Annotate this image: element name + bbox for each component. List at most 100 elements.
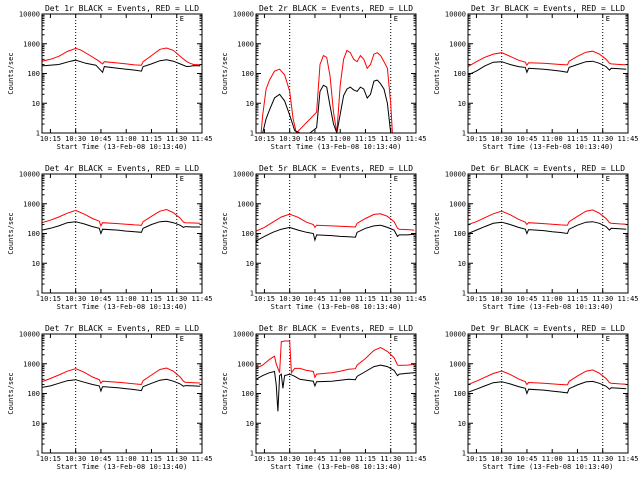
x-tick-label: 11:15	[141, 455, 162, 463]
panel-det-8r: Det 8r BLACK = Events, RED = LLD E 10:15 10…	[221, 324, 427, 471]
y-tick-label: 10000	[445, 11, 466, 19]
x-tick-label: 11:00	[330, 135, 351, 143]
marker-label: E	[606, 15, 610, 23]
y-tick-label: 10	[32, 420, 40, 428]
panel-title: Det 1r BLACK = Events, RED = LLD	[45, 4, 199, 13]
plot-frame	[468, 174, 628, 293]
y-tick-label: 1000	[23, 360, 40, 368]
x-tick-label: 10:15	[466, 455, 487, 463]
y-tick-label: 10	[246, 260, 254, 268]
panel-det-1r: Det 1r BLACK = Events, RED = LLD E 10:15 10…	[7, 4, 213, 151]
plot-frame	[256, 14, 416, 133]
x-tick-label: 10:30	[279, 455, 300, 463]
detector-lightcurve-grid: Det 1r BLACK = Events, RED = LLD E 10:15 10…	[0, 0, 640, 480]
panel-det-3r: Det 3r BLACK = Events, RED = LLD E 10:15 10…	[433, 4, 639, 151]
y-tick-label: 10000	[445, 331, 466, 339]
y-tick-label: 100	[27, 390, 40, 398]
plot-frame	[42, 334, 202, 453]
panel-title: Det 7r BLACK = Events, RED = LLD	[45, 324, 199, 333]
y-tick-label: 100	[241, 230, 254, 238]
x-axis-label: Start Time (13-Feb-08 10:13:40)	[483, 143, 614, 151]
y-tick-label: 10000	[445, 171, 466, 179]
plot-frame	[42, 174, 202, 293]
panel-title: Det 5r BLACK = Events, RED = LLD	[259, 164, 413, 173]
panel-title: Det 8r BLACK = Events, RED = LLD	[259, 324, 413, 333]
y-tick-label: 1000	[23, 40, 40, 48]
x-tick-label: 11:30	[592, 295, 613, 303]
y-tick-label: 100	[453, 230, 466, 238]
panel-det-2r: Det 2r BLACK = Events, RED = LLDE10:15 10…	[221, 4, 427, 151]
x-tick-label: 11:00	[542, 455, 563, 463]
y-tick-label: 1	[36, 450, 40, 458]
y-tick-label: 1000	[23, 200, 40, 208]
x-tick-label: 10:30	[65, 295, 86, 303]
x-tick-label: 11:15	[567, 455, 588, 463]
x-axis-label: Start Time (13-Feb-08 10:13:40)	[271, 463, 402, 471]
x-tick-label: 11:45	[617, 135, 638, 143]
x-tick-label: 11:45	[405, 135, 426, 143]
x-tick-label: 10:15	[40, 455, 61, 463]
x-tick-label: 11:45	[617, 455, 638, 463]
x-axis-label: Start Time (13-Feb-08 10:13:40)	[271, 143, 402, 151]
marker-label: E	[180, 15, 184, 23]
x-tick-label: 10:30	[279, 295, 300, 303]
y-tick-label: 1	[462, 450, 466, 458]
panel-det-7r: Det 7r BLACK = Events, RED = LLDE10:15 10…	[7, 324, 213, 471]
x-tick-label: 10:45	[90, 295, 111, 303]
marker-label: E	[606, 335, 610, 343]
plot-frame	[42, 14, 202, 133]
x-axis-label: Start Time (13-Feb-08 10:13:40)	[271, 303, 402, 311]
x-tick-label: 10:45	[304, 135, 325, 143]
y-tick-label: 10	[458, 100, 466, 108]
y-tick-label: 100	[27, 230, 40, 238]
y-tick-label: 10	[246, 100, 254, 108]
series-events-line	[256, 225, 414, 242]
y-tick-label: 10000	[233, 11, 254, 19]
x-tick-label: 11:00	[542, 295, 563, 303]
y-tick-label: 10000	[19, 171, 40, 179]
x-tick-label: 10:45	[516, 135, 537, 143]
y-tick-label: 1000	[237, 40, 254, 48]
x-tick-label: 10:30	[491, 295, 512, 303]
x-tick-label: 11:00	[542, 135, 563, 143]
y-tick-label: 10	[32, 100, 40, 108]
x-tick-label: 11:45	[191, 135, 212, 143]
x-tick-label: 11:15	[567, 295, 588, 303]
marker-label: E	[606, 175, 610, 183]
plot-frame	[256, 334, 416, 453]
x-axis-label: Start Time (13-Feb-08 10:13:40)	[483, 463, 614, 471]
y-tick-label: 1	[250, 450, 254, 458]
y-tick-label: 10	[458, 260, 466, 268]
y-axis-label: Counts/sec	[7, 52, 15, 94]
x-tick-label: 11:15	[355, 295, 376, 303]
panel-title: Det 3r BLACK = Events, RED = LLD	[471, 4, 625, 13]
x-tick-label: 11:00	[116, 135, 137, 143]
x-tick-label: 11:15	[141, 135, 162, 143]
x-tick-label: 11:15	[141, 295, 162, 303]
x-tick-label: 10:30	[65, 135, 86, 143]
y-tick-label: 1	[462, 290, 466, 298]
x-tick-label: 10:45	[90, 135, 111, 143]
panel-det-6r: Det 6r BLACK = Events, RED = LLD E 10:15 10…	[433, 164, 639, 311]
x-tick-label: 10:15	[466, 135, 487, 143]
plot-frame	[468, 334, 628, 453]
x-tick-label: 11:30	[166, 455, 187, 463]
y-tick-label: 1	[36, 290, 40, 298]
marker-label: E	[180, 175, 184, 183]
x-tick-label: 11:15	[355, 135, 376, 143]
series-events-line	[263, 80, 391, 133]
x-tick-label: 10:15	[466, 295, 487, 303]
x-tick-label: 11:45	[617, 295, 638, 303]
panel-det-5r: Det 5r BLACK = Events, RED = LLD E 10:15 10…	[221, 164, 427, 311]
x-tick-label: 11:45	[405, 455, 426, 463]
plot-frame	[468, 14, 628, 133]
x-tick-label: 11:30	[380, 295, 401, 303]
x-tick-label: 10:15	[40, 135, 61, 143]
y-tick-label: 1	[250, 130, 254, 138]
plot-frame	[256, 174, 416, 293]
panel-title: Det 9r BLACK = Events, RED = LLD	[471, 324, 625, 333]
x-tick-label: 10:15	[40, 295, 61, 303]
y-tick-label: 100	[27, 70, 40, 78]
y-tick-label: 10	[458, 420, 466, 428]
x-tick-label: 11:00	[330, 295, 351, 303]
